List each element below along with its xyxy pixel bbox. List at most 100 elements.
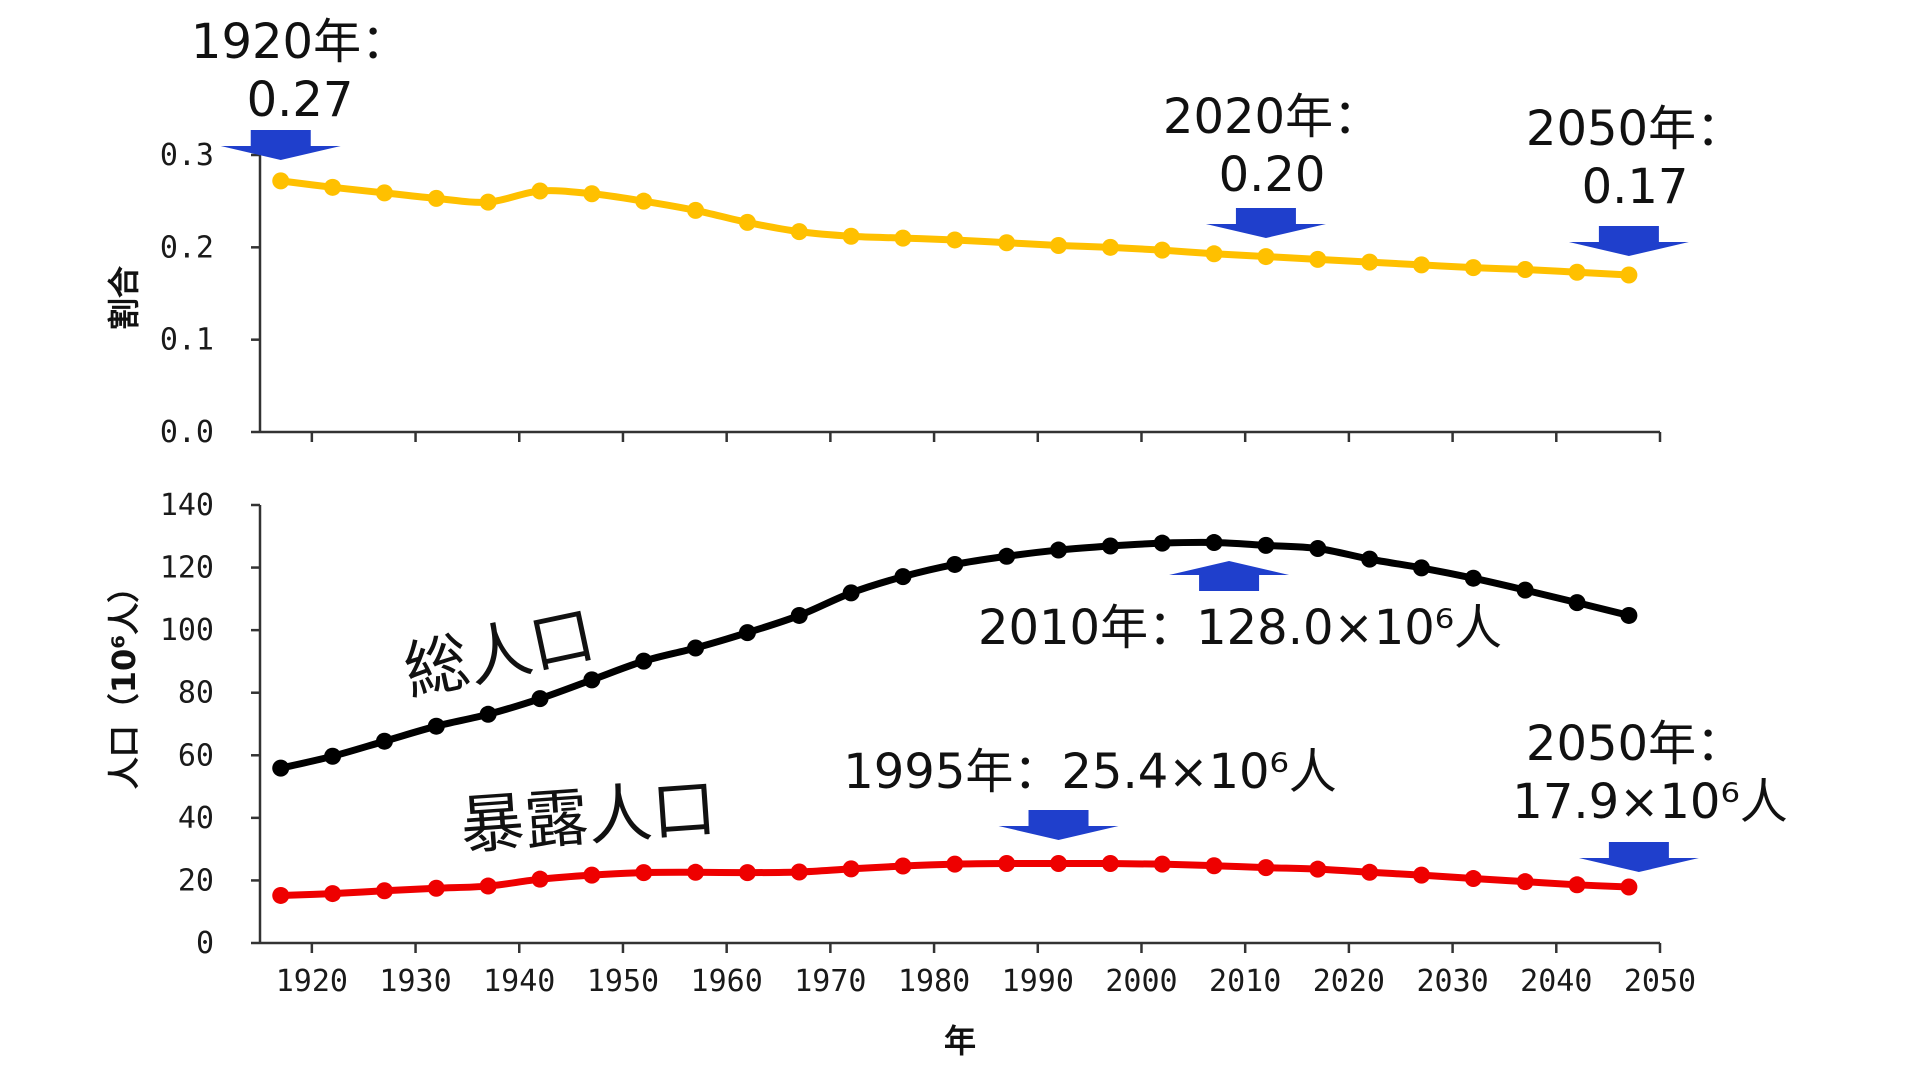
data-point [1205, 245, 1223, 263]
top-panel: 0.0 0.1 0.2 0.3 割合 1920年：0.27 2020年：0.20 2050… [105, 14, 1744, 450]
data-point [1309, 539, 1327, 557]
data-point [998, 234, 1016, 252]
y-tick-label: 100 [160, 613, 214, 648]
data-point [1101, 238, 1119, 256]
y-tick-label: 0 [196, 926, 214, 961]
annotation-arrow [1205, 208, 1326, 238]
annotation-arrow [220, 130, 341, 160]
top-y-ticks: 0.0 0.1 0.2 0.3 [160, 138, 260, 450]
data-point [1568, 594, 1586, 612]
data-point [583, 185, 601, 203]
data-point [1309, 860, 1327, 878]
series-label-exposed-population: 暴露人口 [458, 772, 719, 864]
data-point [998, 547, 1016, 565]
y-tick-label: 0.2 [160, 230, 214, 265]
annotation-text: 0.17 [1582, 159, 1689, 215]
data-point [1516, 581, 1534, 599]
data-point [687, 201, 705, 219]
y-tick-label: 120 [160, 551, 214, 586]
y-tick-label: 20 [178, 863, 214, 898]
y-tick-label: 80 [178, 676, 214, 711]
data-point [946, 231, 964, 249]
annotation-arrow [1568, 226, 1689, 256]
x-axis-title: 年 [944, 1022, 976, 1060]
data-point [1412, 559, 1430, 577]
data-point [531, 690, 549, 708]
x-tick-label: 1920 [276, 964, 348, 999]
annotation-arrow [1578, 842, 1699, 872]
data-point [272, 172, 290, 190]
bottom-y-ticks: 0 20 40 60 80 100 120 140 [160, 488, 260, 961]
data-point [1205, 857, 1223, 875]
x-tick-label: 1980 [898, 964, 970, 999]
bottom-y-axis-title: 人口（10⁶人） [105, 571, 143, 790]
annotation-arrow [1169, 561, 1290, 591]
x-tick-label: 1960 [691, 964, 763, 999]
data-point [1153, 855, 1171, 873]
data-point [1101, 855, 1119, 873]
data-point [583, 866, 601, 884]
data-point [1412, 256, 1430, 274]
data-point [375, 184, 393, 202]
y-tick-label: 140 [160, 488, 214, 523]
data-point [1257, 248, 1275, 266]
data-point [1361, 550, 1379, 568]
annotation-text: 1920年： [191, 14, 409, 70]
annotation-text: 0.20 [1219, 147, 1326, 203]
x-tick-label: 1940 [483, 964, 555, 999]
x-tick-label: 2050 [1624, 964, 1696, 999]
y-tick-label: 40 [178, 801, 214, 836]
annotation-text: 1995年：25.4×10⁶人 [843, 744, 1337, 800]
data-point [1050, 541, 1068, 559]
data-point [1620, 606, 1638, 624]
data-point [1568, 876, 1586, 894]
data-point [635, 652, 653, 670]
data-point [1464, 870, 1482, 888]
bottom-series-group [272, 534, 1638, 904]
x-tick-label: 2030 [1416, 964, 1488, 999]
series-label-total-population: 総人口 [398, 598, 601, 710]
data-point [1620, 266, 1638, 284]
data-point [687, 639, 705, 657]
data-point [1464, 259, 1482, 277]
data-point [479, 193, 497, 211]
data-point [1257, 536, 1275, 554]
y-tick-label: 60 [178, 738, 214, 773]
annotation-text: 17.9×10⁶人 [1512, 774, 1787, 830]
top-annotations: 1920年：0.27 2020年：0.20 2050年：0.17 [191, 14, 1744, 256]
data-point [375, 732, 393, 750]
data-point [1257, 859, 1275, 877]
data-point [738, 624, 756, 642]
data-point [324, 885, 342, 903]
data-point [583, 671, 601, 689]
x-tick-label: 1930 [379, 964, 451, 999]
data-point [842, 860, 860, 878]
data-point [946, 555, 964, 573]
data-point [427, 717, 445, 735]
annotation-text: 0.27 [247, 72, 354, 128]
data-point [1050, 236, 1068, 254]
data-point [1516, 873, 1534, 891]
data-point [790, 863, 808, 881]
data-point [1309, 250, 1327, 268]
x-tick-label: 1970 [794, 964, 866, 999]
y-tick-label: 0.3 [160, 138, 214, 173]
data-point [1412, 866, 1430, 884]
data-point [894, 229, 912, 247]
data-point [894, 568, 912, 586]
data-point [842, 584, 860, 602]
data-point [324, 178, 342, 196]
y-tick-label: 0.1 [160, 323, 214, 358]
data-point [324, 747, 342, 765]
data-point [375, 882, 393, 900]
annotation-text: 2010年：128.0×10⁶人 [978, 600, 1502, 656]
data-point [635, 192, 653, 210]
data-point [1361, 253, 1379, 271]
data-point [1205, 534, 1223, 552]
data-point [531, 870, 549, 888]
data-point [1153, 241, 1171, 259]
data-point [687, 863, 705, 881]
data-point [272, 886, 290, 904]
data-point [998, 855, 1016, 873]
